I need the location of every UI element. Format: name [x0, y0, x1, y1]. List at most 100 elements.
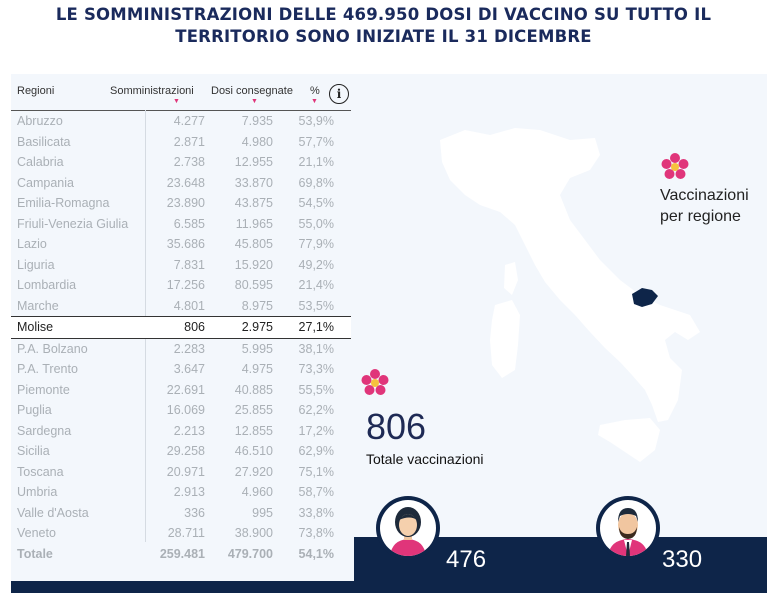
table-total-row[interactable]: Totale 259.481 479.700 54,1% [11, 544, 351, 565]
bottom-bar [11, 581, 354, 593]
total-vaccinations-value: 806 [366, 406, 427, 447]
administered-cell: 2.738 [173, 155, 205, 169]
table-row[interactable]: Toscana 20.971 27.920 75,1% [11, 462, 351, 483]
regions-table: Regioni Somministrazioni ▼ Dosi consegna… [11, 80, 351, 564]
administered-cell: 17.256 [166, 278, 205, 292]
table-body: Abruzzo 4.277 7.935 53,9% Basilicata 2.871 4.9… [11, 111, 351, 564]
region-cell: Calabria [17, 155, 64, 169]
region-cell: Valle d'Aosta [17, 505, 89, 520]
info-icon[interactable]: i [329, 84, 349, 104]
region-cell: Lombardia [17, 278, 77, 292]
administered-cell: 7.831 [173, 257, 205, 272]
header-dosi-consegnate[interactable]: Dosi consegnate [211, 85, 293, 97]
percent-cell: 27,1% [298, 320, 334, 334]
header-regioni[interactable]: Regioni [17, 85, 55, 97]
administered-cell: 4.801 [173, 298, 205, 313]
table-row[interactable]: Valle d'Aosta 336 995 33,8% [11, 503, 351, 524]
delivered-cell: 33.870 [234, 175, 273, 190]
table-row[interactable]: Sardegna 2.213 12.855 17,2% [11, 421, 351, 442]
delivered-cell: 2.975 [241, 320, 273, 334]
table-row[interactable]: Lombardia 17.256 80.595 21,4% [11, 275, 351, 296]
delivered-cell: 25.855 [234, 403, 273, 417]
region-cell: Friuli-Venezia Giulia [17, 216, 129, 231]
map-legend: Vaccinazioni per regione [660, 185, 749, 227]
administered-cell: 4.277 [173, 114, 205, 128]
male-avatar-icon [596, 496, 660, 560]
table-row[interactable]: Sicilia 29.258 46.510 62,9% [11, 441, 351, 462]
total-vaccinations-label: Totale vaccinazioni [366, 451, 484, 467]
administered-cell: 29.258 [166, 444, 205, 458]
sort-icon[interactable]: ▼ [251, 98, 258, 105]
table-row[interactable]: P.A. Bolzano 2.283 5.995 38,1% [11, 339, 351, 360]
administered-cell: 23.648 [166, 175, 205, 190]
percent-cell: 75,1% [298, 464, 334, 479]
female-count: 476 [446, 546, 487, 573]
delivered-cell: 4.960 [241, 485, 273, 499]
percent-cell: 55,5% [298, 382, 334, 397]
percent-cell: 55,0% [298, 216, 334, 231]
administered-cell: 2.213 [173, 423, 205, 438]
region-cell: Abruzzo [17, 114, 63, 128]
delivered-cell: 15.920 [234, 257, 273, 272]
percent-cell: 69,8% [298, 175, 334, 190]
table-row[interactable]: Campania 23.648 33.870 69,8% [11, 173, 351, 194]
region-cell: Molise [17, 320, 54, 334]
administered-cell: 259.481 [159, 546, 205, 561]
percent-cell: 21,1% [298, 155, 334, 169]
delivered-cell: 995 [252, 505, 273, 520]
table-row[interactable]: Abruzzo 4.277 7.935 53,9% [11, 111, 351, 132]
administered-cell: 22.691 [166, 382, 205, 397]
administered-cell: 336 [184, 505, 205, 520]
region-cell: Puglia [17, 403, 52, 417]
table-row[interactable]: Lazio 35.686 45.805 77,9% [11, 234, 351, 255]
region-cell: P.A. Bolzano [17, 341, 88, 356]
delivered-cell: 7.935 [241, 114, 273, 128]
table-row[interactable]: Piemonte 22.691 40.885 55,5% [11, 380, 351, 401]
delivered-cell: 4.980 [241, 134, 273, 149]
table-row[interactable]: Emilia-Romagna 23.890 43.875 54,5% [11, 193, 351, 214]
percent-cell: 54,1% [298, 546, 334, 561]
administered-cell: 20.971 [166, 464, 205, 479]
map-corsica [504, 262, 518, 295]
header-somministrazioni[interactable]: Somministrazioni [110, 85, 194, 97]
administered-cell: 2.913 [173, 485, 205, 499]
administered-cell: 35.686 [166, 237, 205, 251]
table-row[interactable]: Friuli-Venezia Giulia 6.585 11.965 55,0% [11, 214, 351, 235]
administered-cell: 2.871 [173, 134, 205, 149]
delivered-cell: 12.955 [234, 155, 273, 169]
delivered-cell: 38.900 [234, 526, 273, 540]
percent-cell: 21,4% [298, 278, 334, 292]
table-row[interactable]: Calabria 2.738 12.955 21,1% [11, 152, 351, 173]
delivered-cell: 5.995 [241, 341, 273, 356]
header-percent[interactable]: % [310, 85, 320, 97]
percent-cell: 77,9% [298, 237, 334, 251]
region-cell: Emilia-Romagna [17, 196, 110, 210]
table-row[interactable]: P.A. Trento 3.647 4.975 73,3% [11, 359, 351, 380]
table-row[interactable]: Basilicata 2.871 4.980 57,7% [11, 132, 351, 153]
percent-cell: 49,2% [298, 257, 334, 272]
delivered-cell: 479.700 [227, 546, 273, 561]
region-cell: Lazio [17, 237, 47, 251]
sort-icon[interactable]: ▼ [311, 98, 318, 105]
percent-cell: 53,9% [298, 114, 334, 128]
table-row[interactable]: Molise 806 2.975 27,1% [11, 316, 351, 339]
delivered-cell: 8.975 [241, 298, 273, 313]
table-row[interactable]: Veneto 28.711 38.900 73,8% [11, 523, 351, 544]
table-row[interactable]: Marche 4.801 8.975 53,5% [11, 296, 351, 317]
sort-icon[interactable]: ▼ [173, 98, 180, 105]
region-cell: Piemonte [17, 382, 70, 397]
administered-cell: 16.069 [166, 403, 205, 417]
region-cell: Liguria [17, 257, 55, 272]
female-avatar-icon [376, 496, 440, 560]
percent-cell: 17,2% [298, 423, 334, 438]
page-title: LE SOMMINISTRAZIONI DELLE 469.950 DOSI D… [0, 4, 767, 48]
delivered-cell: 4.975 [241, 362, 273, 376]
administered-cell: 806 [184, 320, 205, 334]
legend-line-2: per regione [660, 208, 741, 225]
title-line-2: TERRITORIO SONO INIZIATE IL 31 DICEMBRE [175, 27, 592, 46]
percent-cell: 57,7% [298, 134, 334, 149]
table-row[interactable]: Puglia 16.069 25.855 62,2% [11, 400, 351, 421]
table-row[interactable]: Liguria 7.831 15.920 49,2% [11, 255, 351, 276]
percent-cell: 73,8% [298, 526, 334, 540]
table-row[interactable]: Umbria 2.913 4.960 58,7% [11, 482, 351, 503]
